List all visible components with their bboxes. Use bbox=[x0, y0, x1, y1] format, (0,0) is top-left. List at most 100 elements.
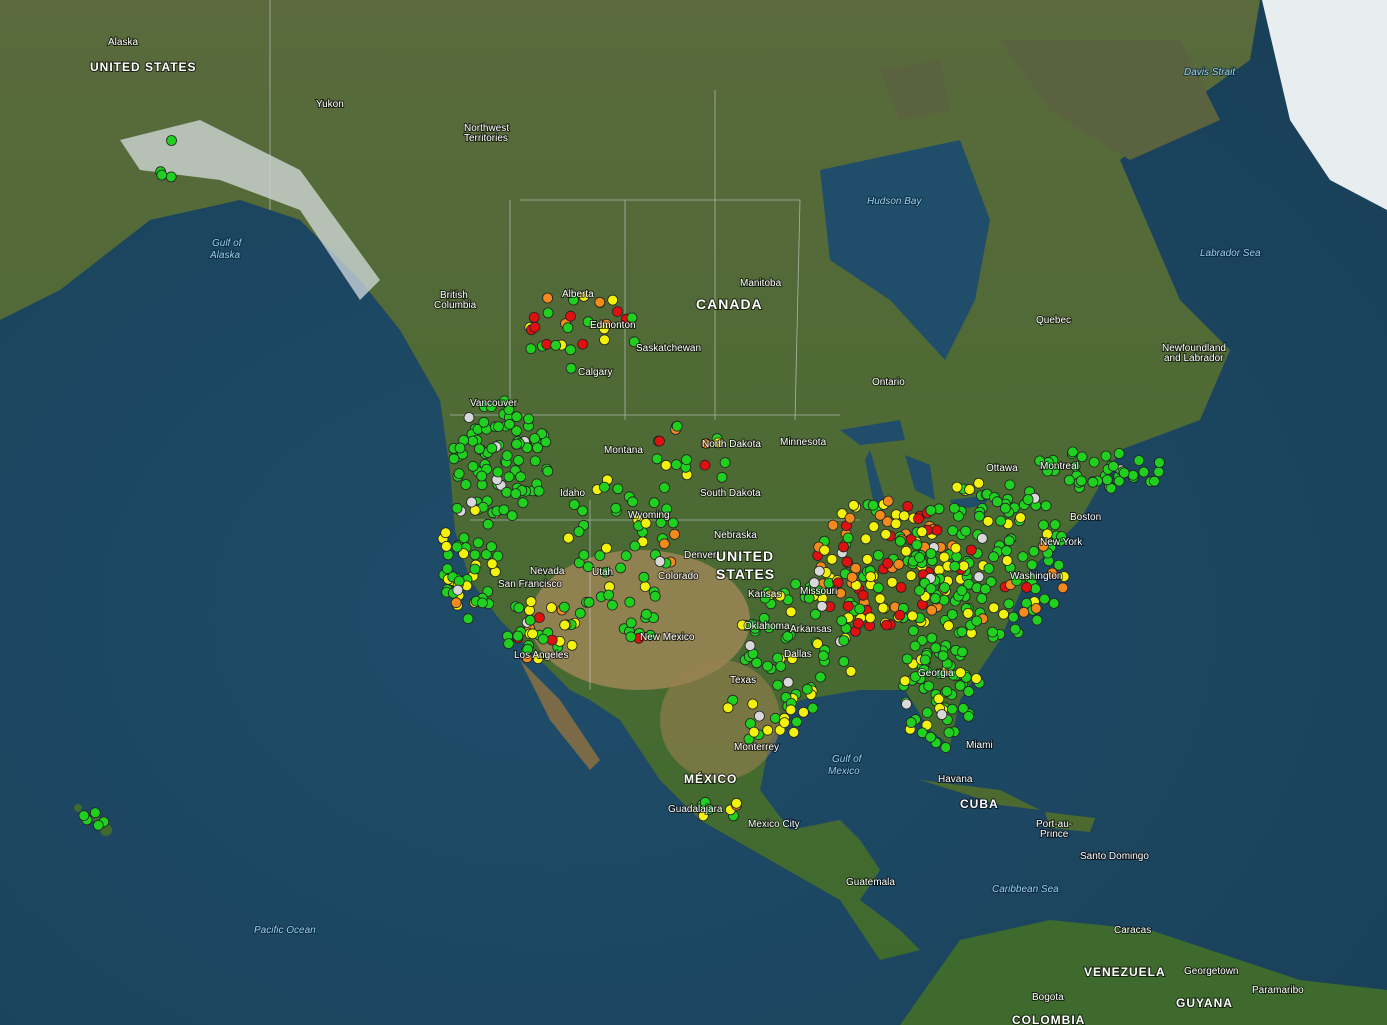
station-marker[interactable] bbox=[532, 442, 543, 454]
station-marker[interactable] bbox=[946, 703, 958, 715]
station-marker[interactable] bbox=[603, 589, 614, 601]
station-marker[interactable] bbox=[454, 442, 466, 454]
station-marker[interactable] bbox=[962, 608, 974, 619]
station-marker[interactable] bbox=[563, 532, 574, 544]
station-marker[interactable] bbox=[1008, 611, 1019, 623]
station-marker[interactable] bbox=[902, 500, 914, 512]
station-marker[interactable] bbox=[826, 553, 838, 565]
station-marker[interactable] bbox=[1057, 582, 1069, 594]
station-marker[interactable] bbox=[504, 418, 515, 430]
station-marker[interactable] bbox=[529, 433, 540, 444]
station-marker[interactable] bbox=[704, 803, 715, 815]
station-marker[interactable] bbox=[921, 707, 933, 718]
station-marker[interactable] bbox=[916, 635, 928, 646]
station-marker[interactable] bbox=[790, 578, 801, 590]
station-marker[interactable] bbox=[573, 526, 585, 537]
station-marker[interactable] bbox=[503, 471, 515, 483]
station-marker[interactable] bbox=[947, 525, 959, 536]
station-marker[interactable] bbox=[914, 552, 925, 563]
station-marker[interactable] bbox=[1040, 500, 1052, 512]
station-marker[interactable] bbox=[881, 619, 892, 631]
station-marker[interactable] bbox=[655, 517, 667, 528]
station-marker[interactable] bbox=[905, 717, 917, 728]
station-marker[interactable] bbox=[578, 290, 590, 302]
station-marker[interactable] bbox=[523, 413, 534, 425]
station-marker[interactable] bbox=[956, 626, 968, 638]
station-marker[interactable] bbox=[166, 135, 177, 146]
station-marker[interactable] bbox=[1056, 531, 1067, 542]
station-marker[interactable] bbox=[785, 606, 797, 618]
station-marker[interactable] bbox=[907, 610, 918, 622]
station-marker[interactable] bbox=[649, 590, 661, 602]
station-marker[interactable] bbox=[533, 485, 545, 497]
station-marker[interactable] bbox=[699, 459, 711, 471]
station-marker[interactable] bbox=[719, 457, 731, 469]
station-marker[interactable] bbox=[850, 562, 862, 574]
station-marker[interactable] bbox=[628, 336, 640, 348]
station-marker[interactable] bbox=[525, 343, 537, 355]
station-marker[interactable] bbox=[808, 577, 820, 589]
station-marker[interactable] bbox=[453, 575, 465, 587]
station-marker[interactable] bbox=[1113, 475, 1125, 487]
station-marker[interactable] bbox=[1015, 512, 1026, 523]
station-marker[interactable] bbox=[624, 596, 636, 608]
station-marker[interactable] bbox=[901, 698, 912, 710]
station-marker[interactable] bbox=[1149, 475, 1160, 487]
station-marker[interactable] bbox=[955, 667, 966, 678]
station-marker[interactable] bbox=[451, 502, 463, 514]
station-marker[interactable] bbox=[1038, 519, 1049, 531]
station-marker[interactable] bbox=[923, 680, 935, 692]
station-marker[interactable] bbox=[991, 496, 1003, 508]
station-marker[interactable] bbox=[651, 453, 663, 465]
station-marker[interactable] bbox=[936, 709, 948, 720]
station-marker[interactable] bbox=[1067, 446, 1079, 458]
station-marker[interactable] bbox=[501, 486, 513, 498]
station-marker[interactable] bbox=[712, 437, 724, 449]
station-marker[interactable] bbox=[517, 497, 529, 509]
station-marker[interactable] bbox=[486, 442, 498, 454]
station-marker[interactable] bbox=[615, 562, 626, 574]
station-marker[interactable] bbox=[877, 602, 889, 614]
station-marker[interactable] bbox=[1058, 571, 1070, 582]
station-marker[interactable] bbox=[542, 292, 553, 304]
station-marker[interactable] bbox=[938, 551, 950, 563]
station-marker[interactable] bbox=[525, 596, 537, 607]
station-marker[interactable] bbox=[827, 519, 839, 531]
station-marker[interactable] bbox=[910, 671, 921, 682]
station-marker[interactable] bbox=[659, 482, 670, 494]
station-marker[interactable] bbox=[846, 571, 858, 583]
station-marker[interactable] bbox=[1001, 555, 1013, 566]
station-marker[interactable] bbox=[1133, 455, 1145, 466]
station-marker[interactable] bbox=[919, 654, 931, 666]
station-marker[interactable] bbox=[909, 640, 921, 652]
station-marker[interactable] bbox=[156, 169, 168, 181]
station-marker[interactable] bbox=[1003, 598, 1015, 610]
station-marker[interactable] bbox=[441, 563, 453, 575]
station-marker[interactable] bbox=[469, 549, 481, 561]
station-marker[interactable] bbox=[700, 438, 712, 450]
station-marker[interactable] bbox=[1127, 469, 1139, 481]
station-marker[interactable] bbox=[532, 653, 544, 664]
station-marker[interactable] bbox=[939, 582, 950, 593]
station-marker[interactable] bbox=[594, 550, 606, 561]
station-marker[interactable] bbox=[1046, 567, 1058, 579]
station-marker[interactable] bbox=[582, 316, 594, 328]
station-marker[interactable] bbox=[1004, 479, 1016, 491]
station-marker[interactable] bbox=[577, 505, 588, 517]
station-marker[interactable] bbox=[925, 548, 937, 559]
station-marker[interactable] bbox=[901, 653, 913, 665]
station-marker[interactable] bbox=[874, 593, 886, 605]
station-marker[interactable] bbox=[566, 640, 578, 651]
station-marker[interactable] bbox=[639, 581, 651, 592]
station-marker[interactable] bbox=[510, 488, 522, 500]
station-marker[interactable] bbox=[926, 632, 938, 644]
station-marker[interactable] bbox=[486, 541, 497, 552]
station-marker[interactable] bbox=[469, 563, 481, 575]
station-marker[interactable] bbox=[610, 502, 622, 514]
station-marker[interactable] bbox=[562, 322, 574, 334]
station-marker[interactable] bbox=[482, 518, 494, 530]
station-marker[interactable] bbox=[1088, 456, 1100, 468]
station-marker[interactable] bbox=[807, 702, 819, 714]
station-marker[interactable] bbox=[515, 471, 526, 483]
station-marker[interactable] bbox=[546, 602, 557, 613]
